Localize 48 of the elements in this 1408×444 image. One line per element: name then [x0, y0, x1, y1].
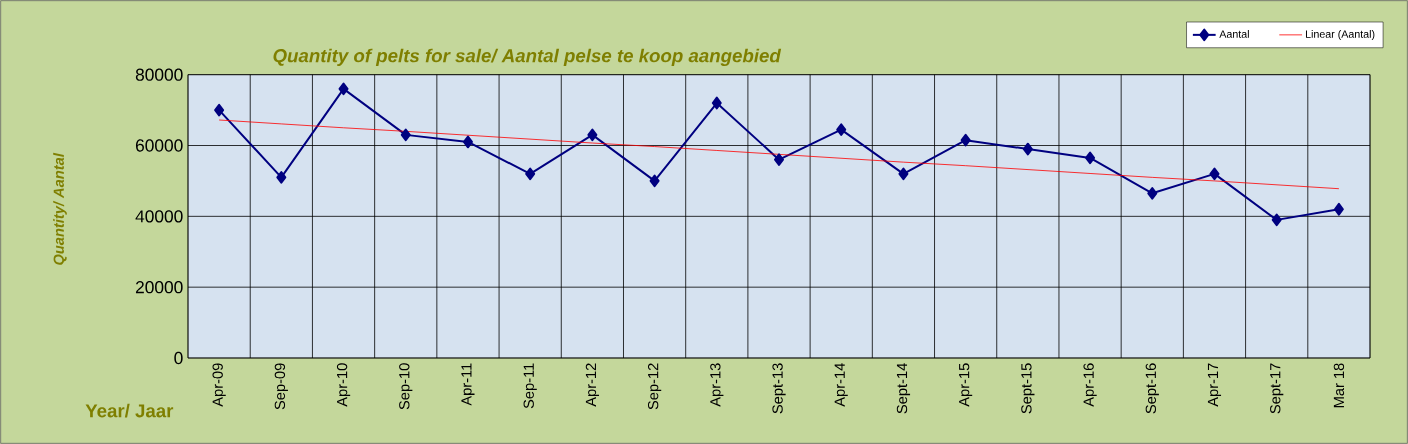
point [711, 96, 722, 110]
x-tick-label: Sept-17 [1270, 363, 1284, 414]
x-tick-label: Sept-16 [1145, 363, 1159, 414]
point [836, 123, 847, 136]
x-tick-label: Sept-15 [1021, 363, 1035, 414]
x-tick-label: Sep-09 [274, 363, 288, 410]
point [1022, 142, 1033, 156]
y-tick-label: 80000 [135, 68, 183, 81]
point [649, 174, 660, 188]
chart-title: Quantity of pelts for sale/ Aantal pelse te koop aangebied [273, 48, 782, 67]
point [1271, 213, 1282, 227]
y-tick-label: 20000 [135, 281, 183, 294]
y-tick-label: 0 [174, 351, 183, 365]
x-tick-label: Mar 18 [1333, 363, 1345, 408]
x-tick-label: Apr-17 [1207, 363, 1222, 407]
x-tick-label: Apr-15 [959, 363, 973, 407]
x-tick-label: Sep-12 [647, 363, 662, 410]
point [774, 153, 785, 166]
point [587, 128, 598, 142]
point [960, 133, 971, 147]
x-tick-label: Sept-13 [772, 363, 786, 414]
x-tick-label: Apr-16 [1083, 363, 1097, 407]
x-tick-label: Sep-11 [523, 363, 537, 409]
x-tick-label: Apr-10 [336, 363, 351, 407]
point [276, 171, 287, 184]
point [338, 82, 349, 96]
x-tick-label: Apr-09 [212, 363, 226, 407]
x-tick-label: Apr-14 [834, 363, 848, 407]
point [214, 103, 225, 117]
x-tick-label: Apr-13 [710, 363, 724, 407]
x-tick-label: Apr-12 [585, 363, 600, 407]
legend-label: Linear (Aantal) [1305, 30, 1375, 40]
x-tick-label: Apr-11 [461, 363, 475, 406]
x-tick-label: Sept-14 [896, 363, 911, 414]
y-tick-label: 40000 [135, 210, 183, 223]
point [400, 128, 411, 142]
point [1085, 151, 1096, 165]
point [1333, 202, 1344, 216]
x-tick-label: Sep-10 [399, 363, 413, 410]
point [898, 167, 909, 181]
x-axis-title: Year/ Jaar [85, 403, 174, 418]
legend-label: Aantal [1219, 30, 1249, 38]
point [1209, 167, 1220, 181]
y-tick-label: 60000 [135, 139, 183, 152]
point [462, 135, 473, 149]
point [525, 167, 536, 181]
point [1147, 186, 1158, 200]
y-axis-title: Quantity/ Aantal [53, 152, 67, 265]
